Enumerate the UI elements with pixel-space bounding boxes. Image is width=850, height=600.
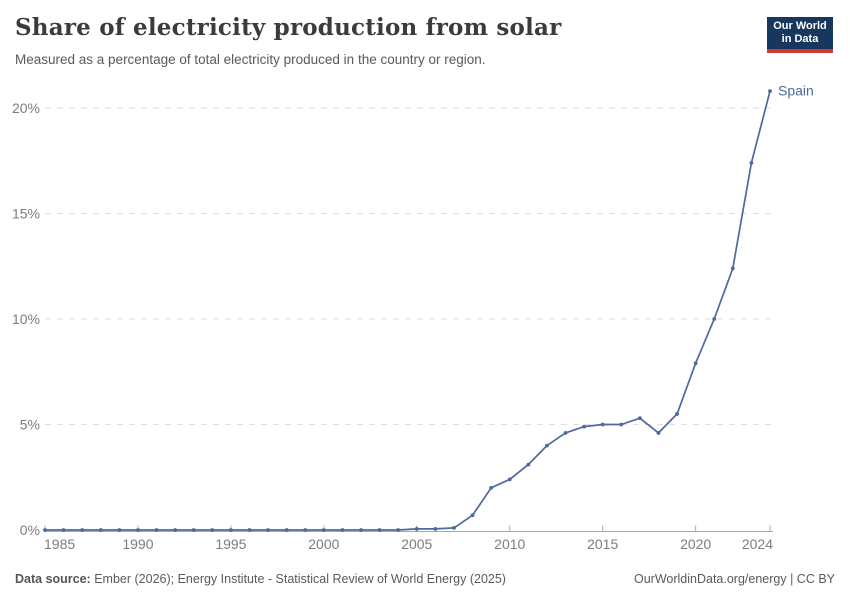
page-title: Share of electricity production from sol…: [15, 14, 562, 41]
series-end-label[interactable]: Spain: [778, 83, 814, 99]
data-point: [470, 513, 475, 518]
data-point: [321, 528, 326, 532]
data-point: [507, 477, 512, 482]
data-point: [433, 527, 438, 531]
data-point: [563, 431, 568, 435]
data-point: [600, 422, 605, 427]
x-tick-label: 1995: [215, 536, 246, 552]
x-tick-label: 2000: [308, 536, 339, 552]
data-point: [154, 528, 159, 532]
data-point: [489, 485, 494, 490]
data-point: [414, 527, 419, 531]
data-point: [749, 160, 754, 165]
data-point: [359, 528, 363, 532]
data-point: [340, 528, 345, 532]
data-point: [637, 416, 642, 421]
data-point: [98, 528, 103, 532]
data-point: [582, 424, 587, 429]
data-point: [619, 422, 624, 427]
footer-link[interactable]: OurWorldinData.org/energy | CC BY: [633, 572, 835, 586]
data-point: [266, 528, 270, 532]
data-point: [228, 528, 233, 532]
x-tick-label: 2015: [587, 536, 618, 552]
data-point: [61, 528, 66, 532]
data-point: [117, 528, 122, 532]
x-tick-label: 2005: [401, 536, 432, 552]
data-point: [210, 528, 215, 532]
data-point: [545, 443, 549, 448]
x-tick-label: 2010: [494, 536, 525, 552]
data-source-note: Data source: Ember (2026); Energy Instit…: [15, 572, 506, 586]
owid-logo[interactable]: Our World in Data: [767, 17, 833, 53]
x-tick-label: 2024: [742, 536, 773, 552]
data-point: [526, 462, 531, 467]
y-tick-label: 10%: [12, 311, 40, 327]
data-point: [377, 528, 382, 532]
data-point: [675, 412, 679, 416]
data-point: [656, 431, 661, 435]
data-point: [730, 266, 735, 271]
data-point: [80, 528, 85, 532]
y-tick-label: 20%: [12, 100, 40, 116]
data-point: [43, 528, 47, 532]
y-tick-label: 5%: [20, 417, 40, 433]
data-point: [191, 528, 196, 532]
data-point: [247, 528, 252, 532]
data-point: [396, 528, 401, 532]
data-point: [284, 528, 289, 532]
data-point: [452, 525, 456, 530]
data-source-label: Data source:: [15, 572, 91, 586]
x-tick-label: 1985: [44, 536, 75, 552]
y-tick-label: 15%: [12, 206, 40, 222]
data-source-text: Ember (2026); Energy Institute - Statist…: [90, 572, 506, 586]
data-point: [768, 89, 772, 94]
y-tick-label: 0%: [20, 522, 40, 538]
data-point: [303, 528, 308, 532]
data-point: [712, 317, 717, 321]
data-point: [136, 528, 140, 532]
owid-logo-text: Our World in Data: [773, 20, 827, 45]
data-point: [173, 528, 178, 532]
data-point: [693, 361, 698, 366]
chart-subtitle: Measured as a percentage of total electr…: [15, 52, 486, 67]
x-tick-label: 2020: [680, 536, 711, 552]
series-line: [45, 90, 771, 531]
chart-footer: Data source: Ember (2026); Energy Instit…: [15, 572, 835, 586]
x-tick-label: 1990: [122, 536, 153, 552]
